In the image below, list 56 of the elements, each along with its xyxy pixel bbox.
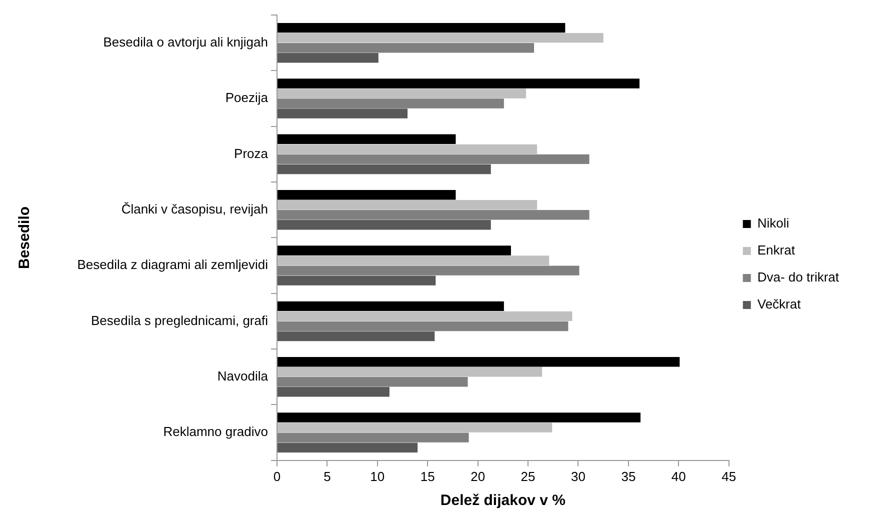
x-tick-label: 25 <box>520 468 536 484</box>
y-tick-label: Besedila s preglednicami, grafi <box>90 312 268 328</box>
x-tick-label: 40 <box>671 468 686 484</box>
y-tick-label: Poezija <box>225 90 269 106</box>
x-tick-label: 20 <box>470 468 486 484</box>
bar <box>278 422 552 432</box>
bar <box>278 266 580 276</box>
bar <box>278 88 526 98</box>
x-tick-label: 35 <box>621 468 636 484</box>
bar <box>278 220 491 230</box>
bar <box>278 134 456 144</box>
bar <box>278 432 469 442</box>
legend-label: Dva- do trikrat <box>757 270 840 285</box>
legend-label: Nikoli <box>757 216 790 231</box>
x-tick-label: 5 <box>324 468 331 484</box>
y-axis-title: Besedilo <box>16 206 34 269</box>
bar <box>278 210 590 220</box>
bar <box>278 442 418 452</box>
bar <box>278 321 568 332</box>
bar <box>278 22 566 33</box>
bar <box>278 412 641 422</box>
x-tick-label: 0 <box>273 468 281 484</box>
y-tick-label: Besedila o avtorju ali knjigah <box>103 34 268 50</box>
bar <box>278 144 538 154</box>
y-tick-label: Navodila <box>217 368 269 384</box>
x-tick-label: 30 <box>571 468 586 484</box>
bar <box>278 190 456 200</box>
x-tick-label: 45 <box>722 468 736 484</box>
bar <box>278 164 491 174</box>
x-tick-label: 10 <box>370 468 385 484</box>
bar <box>278 32 604 43</box>
x-tick-label: 15 <box>420 468 435 484</box>
legend-label: Večkrat <box>757 296 802 312</box>
bar <box>278 42 534 53</box>
y-tick-label: Besedila z diagrami ali zemljevidi <box>77 257 268 272</box>
bar <box>278 78 640 88</box>
bar <box>278 108 408 118</box>
bar <box>278 331 435 342</box>
legend-label: Enkrat <box>757 242 796 258</box>
bar <box>278 377 468 387</box>
bar <box>278 301 504 312</box>
y-tick-label: Reklamno gradivo <box>163 424 268 440</box>
bar <box>278 311 572 322</box>
bar <box>278 200 538 210</box>
bar <box>278 367 542 377</box>
bar <box>278 98 504 108</box>
y-tick-label: Članki v časopisu, revijah <box>121 201 268 216</box>
bar <box>278 256 550 266</box>
bar <box>278 246 511 256</box>
bar <box>278 154 590 164</box>
y-tick-label: Proza <box>234 146 269 161</box>
bar <box>278 53 378 63</box>
x-axis-title: Delež dijakov v % <box>440 492 566 510</box>
bar <box>278 276 436 286</box>
bar <box>278 356 680 367</box>
bar <box>278 387 390 397</box>
